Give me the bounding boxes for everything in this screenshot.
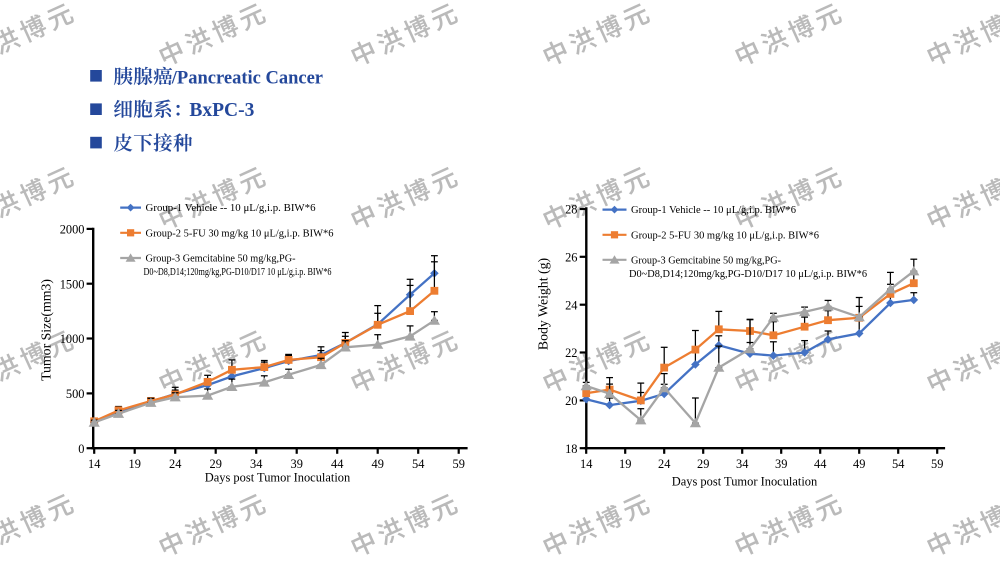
svg-text:1500: 1500 <box>60 277 85 291</box>
svg-text:D0~D8,D14;120mg/kg,PG-D10/D17: D0~D8,D14;120mg/kg,PG-D10/D17 10 μL/g,i.… <box>629 269 867 280</box>
svg-text:2000: 2000 <box>60 223 85 237</box>
svg-text:54: 54 <box>892 457 904 471</box>
svg-text:24: 24 <box>658 457 670 471</box>
svg-text:59: 59 <box>453 457 465 471</box>
svg-text:14: 14 <box>88 457 100 471</box>
svg-text:18: 18 <box>565 442 577 456</box>
svg-text:24: 24 <box>169 457 181 471</box>
svg-text:Days post Tumor Inoculation: Days post Tumor Inoculation <box>672 475 818 489</box>
svg-text:Body Weight (g): Body Weight (g) <box>536 258 552 350</box>
svg-text:Tumor Size(mm3): Tumor Size(mm3) <box>39 279 55 381</box>
svg-text:14: 14 <box>580 457 592 471</box>
svg-text:Days post Tumor Inoculation: Days post Tumor Inoculation <box>205 471 351 485</box>
svg-text:Group-2 5-FU 30 mg/kg 10 μL/g,: Group-2 5-FU 30 mg/kg 10 μL/g,i.p. BIW*6 <box>146 228 334 239</box>
svg-text:Group-1 Vehicle -- 10 μL/g,i.p: Group-1 Vehicle -- 10 μL/g,i.p. BIW*6 <box>146 203 316 214</box>
svg-text:49: 49 <box>853 457 865 471</box>
svg-text:44: 44 <box>331 457 343 471</box>
svg-text:34: 34 <box>250 457 262 471</box>
svg-text:19: 19 <box>619 457 631 471</box>
svg-text:49: 49 <box>372 457 384 471</box>
svg-text:BxPC-3: BxPC-3 <box>189 100 254 121</box>
svg-text:39: 39 <box>291 457 303 471</box>
svg-text:26: 26 <box>565 250 577 264</box>
svg-text:Group-3 Gemcitabine 50 mg/kg,P: Group-3 Gemcitabine 50 mg/kg,PG- <box>631 255 781 266</box>
svg-text:19: 19 <box>129 457 141 471</box>
svg-text:28: 28 <box>565 203 577 217</box>
svg-text:/Pancreatic Cancer: /Pancreatic Cancer <box>171 68 323 88</box>
svg-text:22: 22 <box>565 346 577 360</box>
svg-text:29: 29 <box>210 457 222 471</box>
svg-text:Group-2 5-FU 30 mg/kg 10 μL/g,: Group-2 5-FU 30 mg/kg 10 μL/g,i.p. BIW*6 <box>631 230 819 241</box>
svg-text:54: 54 <box>412 457 424 471</box>
svg-text:39: 39 <box>775 457 787 471</box>
svg-text:Group-3 Gemcitabine 50 mg/kg,P: Group-3 Gemcitabine 50 mg/kg,PG- <box>146 254 296 265</box>
svg-text:1000: 1000 <box>60 332 85 346</box>
svg-text:44: 44 <box>814 457 826 471</box>
svg-text:500: 500 <box>66 387 85 401</box>
svg-text:20: 20 <box>565 394 577 408</box>
svg-text:24: 24 <box>565 298 577 312</box>
svg-text:59: 59 <box>931 457 943 471</box>
svg-text:29: 29 <box>697 457 709 471</box>
svg-text:D0~D8,D14;120mg/kg,PG-D10/D17: D0~D8,D14;120mg/kg,PG-D10/D17 10 μL/g,i.… <box>144 267 332 278</box>
svg-text:34: 34 <box>736 457 748 471</box>
svg-text:Group-1 Vehicle -- 10 μL/g,i.p: Group-1 Vehicle -- 10 μL/g,i.p. BIW*6 <box>631 205 796 216</box>
svg-text:0: 0 <box>78 442 84 456</box>
